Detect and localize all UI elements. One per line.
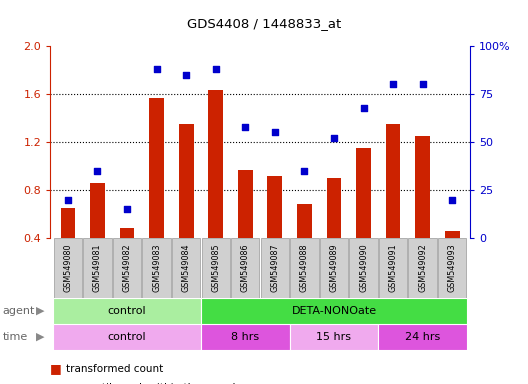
Point [123, 206, 131, 212]
Text: ■: ■ [50, 362, 62, 376]
Bar [289, 324, 378, 350]
Bar [90, 183, 105, 238]
Text: 24 hrs: 24 hrs [405, 332, 440, 342]
Bar [261, 238, 289, 298]
Bar [172, 238, 200, 298]
Point [93, 168, 102, 174]
Bar [326, 178, 341, 238]
Bar [201, 324, 289, 350]
Bar [409, 238, 437, 298]
Text: 8 hrs: 8 hrs [231, 332, 259, 342]
Bar [120, 228, 135, 238]
Bar [61, 208, 76, 238]
Bar [356, 148, 371, 238]
Text: percentile rank within the sample: percentile rank within the sample [66, 383, 242, 384]
Bar [179, 124, 194, 238]
Bar [267, 176, 282, 238]
Point [300, 168, 308, 174]
Text: GSM549086: GSM549086 [241, 243, 250, 292]
Point [212, 66, 220, 72]
Text: GSM549090: GSM549090 [359, 243, 368, 292]
Text: GSM549088: GSM549088 [300, 243, 309, 292]
Point [153, 66, 161, 72]
Text: GSM549092: GSM549092 [418, 243, 427, 292]
Bar [113, 238, 141, 298]
Point [448, 197, 456, 203]
Bar [415, 136, 430, 238]
Text: transformed count: transformed count [66, 364, 163, 374]
Text: GSM549084: GSM549084 [182, 243, 191, 292]
Bar [53, 298, 201, 324]
Bar [143, 238, 171, 298]
Bar [297, 204, 312, 238]
Text: DETA-NONOate: DETA-NONOate [291, 306, 376, 316]
Point [64, 197, 72, 203]
Text: time: time [3, 332, 28, 342]
Text: GDS4408 / 1448833_at: GDS4408 / 1448833_at [187, 17, 341, 30]
Text: agent: agent [3, 306, 35, 316]
Point [182, 72, 191, 78]
Point [270, 129, 279, 136]
Bar [231, 238, 259, 298]
Bar [53, 324, 201, 350]
Text: ■: ■ [50, 382, 62, 384]
Bar [83, 238, 111, 298]
Text: GSM549080: GSM549080 [63, 243, 72, 292]
Bar [350, 238, 378, 298]
Text: GSM549087: GSM549087 [270, 243, 279, 292]
Bar [149, 98, 164, 238]
Text: GSM549085: GSM549085 [211, 243, 220, 292]
Bar [379, 238, 407, 298]
Bar [445, 231, 459, 238]
Point [389, 81, 397, 88]
Point [241, 124, 250, 130]
Bar [54, 238, 82, 298]
Bar [438, 238, 466, 298]
Text: GSM549089: GSM549089 [329, 243, 338, 292]
Bar [320, 238, 348, 298]
Bar [290, 238, 318, 298]
Text: GSM549091: GSM549091 [389, 243, 398, 292]
Text: GSM549081: GSM549081 [93, 243, 102, 292]
Text: GSM549082: GSM549082 [122, 243, 131, 292]
Bar [201, 298, 467, 324]
Bar [385, 124, 400, 238]
Point [359, 104, 367, 111]
Text: control: control [108, 306, 146, 316]
Text: GSM549083: GSM549083 [152, 243, 161, 292]
Bar [238, 170, 253, 238]
Bar [202, 238, 230, 298]
Bar [209, 91, 223, 238]
Text: 15 hrs: 15 hrs [316, 332, 352, 342]
Bar [378, 324, 467, 350]
Point [329, 135, 338, 141]
Point [418, 81, 427, 88]
Text: ▶: ▶ [36, 306, 44, 316]
Text: control: control [108, 332, 146, 342]
Text: GSM549093: GSM549093 [448, 243, 457, 292]
Text: ▶: ▶ [36, 332, 44, 342]
